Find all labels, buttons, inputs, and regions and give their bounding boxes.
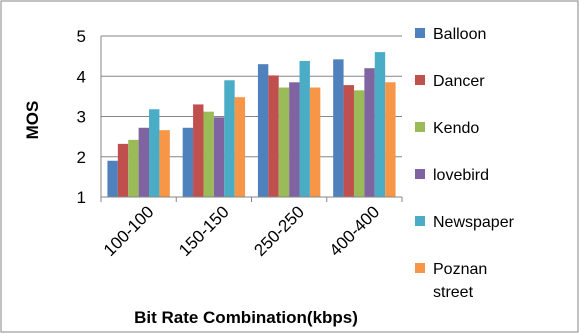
bar-lovebird-400-400 [364,68,375,197]
legend-label: Balloon [433,26,486,43]
legend-label: lovebird [433,167,489,184]
bar-kendo-100-100 [128,139,139,197]
bar-balloon-250-250 [257,64,269,197]
bar-newspaper-250-250 [299,60,310,197]
y-tick-label: 5 [77,27,86,46]
bar-balloon-150-150 [182,127,194,197]
bar-newspaper-100-100 [149,109,160,197]
y-tick-label: 3 [77,108,86,127]
bar-newspaper-400-400 [374,52,386,197]
axes [100,36,403,202]
bars [107,52,396,197]
bar-kendo-150-150 [203,111,214,197]
legend-swatch [415,263,425,273]
bar-dancer-250-250 [268,75,279,197]
legend-label: Poznan street [433,261,487,301]
bar-lovebird-100-100 [138,127,150,197]
bar-dancer-150-150 [193,104,204,197]
bar-balloon-100-100 [107,160,118,197]
bar-kendo-400-400 [353,90,365,197]
legend-swatch [415,75,425,85]
legend-swatch [415,169,425,179]
bar-poznan-street-100-100 [159,130,170,197]
legend-label: Dancer [433,73,485,90]
legend-swatch [415,216,425,226]
y-tick-label: 1 [77,188,86,207]
bar-dancer-400-400 [343,85,354,197]
bar-lovebird-150-150 [213,117,225,197]
legend: Balloon Dancer Kendo lovebird Newspaper Pozna… [415,26,515,301]
y-axis-ticks: 1 2 3 4 5 [77,27,86,207]
y-axis-title: MOS [23,101,42,140]
legend-label: Kendo [433,120,479,137]
legend-label: Newspaper [433,214,515,231]
bar-newspaper-150-150 [224,80,235,197]
bar-lovebird-250-250 [289,82,300,197]
bar-dancer-100-100 [117,143,129,197]
legend-swatch [415,28,425,38]
bar-kendo-250-250 [278,87,290,197]
y-tick-label: 2 [77,148,86,167]
x-axis-title: Bit Rate Combination(kbps) [134,308,358,327]
y-tick-label: 4 [77,67,86,86]
bar-poznan-street-250-250 [309,87,321,197]
bar-poznan-street-150-150 [234,97,246,197]
legend-swatch [415,122,425,132]
bar-poznan-street-400-400 [385,82,396,197]
bar-balloon-400-400 [333,59,344,197]
